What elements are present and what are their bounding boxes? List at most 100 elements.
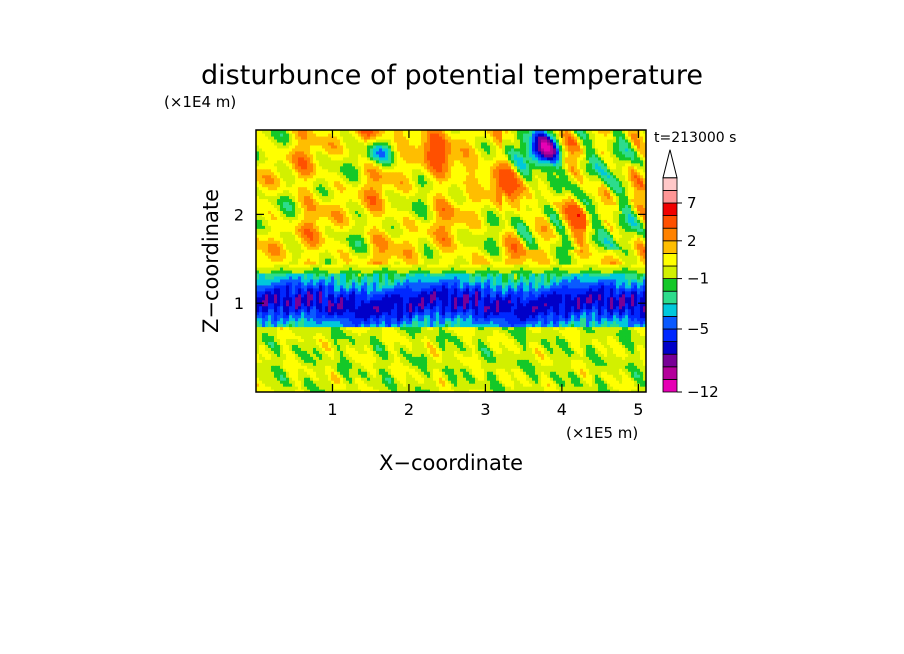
field-cell xyxy=(271,308,275,313)
field-cell xyxy=(598,341,602,345)
field-cell xyxy=(310,368,314,372)
field-cell xyxy=(529,299,533,304)
field-cell xyxy=(541,323,545,328)
field-cell xyxy=(535,362,539,366)
field-cell xyxy=(463,326,467,331)
field-cell xyxy=(619,308,623,313)
field-cell xyxy=(589,371,593,375)
field-cell xyxy=(289,329,293,334)
field-cell xyxy=(409,383,413,387)
field-cell xyxy=(349,350,353,354)
field-cell xyxy=(511,293,515,298)
field-cell xyxy=(409,275,413,280)
field-cell xyxy=(556,302,560,307)
field-cell xyxy=(436,281,440,286)
field-cell xyxy=(463,302,467,307)
field-cell xyxy=(592,341,596,345)
field-cell xyxy=(322,350,326,354)
field-cell xyxy=(601,374,605,378)
field-cell xyxy=(427,320,431,325)
field-cell xyxy=(556,371,560,375)
field-cell xyxy=(625,326,629,331)
field-cell xyxy=(469,380,473,384)
field-cell xyxy=(259,365,263,369)
field-cell xyxy=(547,317,551,322)
field-cell xyxy=(433,314,437,319)
field-cell xyxy=(265,299,269,304)
field-cell xyxy=(358,371,362,375)
field-cell xyxy=(370,389,374,392)
field-cell xyxy=(430,383,434,387)
field-cell xyxy=(391,362,395,366)
field-cell xyxy=(397,350,401,354)
field-cell xyxy=(628,296,632,301)
field-cell xyxy=(583,368,587,372)
field-cell xyxy=(307,320,311,325)
field-cell xyxy=(583,281,587,286)
field-cell xyxy=(355,284,359,289)
field-cell xyxy=(388,374,392,378)
field-cell xyxy=(538,332,542,337)
field-cell xyxy=(307,344,311,348)
field-cell xyxy=(604,377,608,381)
field-cell xyxy=(391,371,395,375)
field-cell xyxy=(556,386,560,390)
field-cell xyxy=(535,377,539,381)
field-cell xyxy=(427,380,431,384)
field-cell xyxy=(295,350,299,354)
field-cell xyxy=(619,386,623,390)
field-cell xyxy=(628,374,632,378)
field-cell xyxy=(310,323,314,328)
field-cell xyxy=(367,359,371,363)
field-cell xyxy=(274,296,278,301)
field-cell xyxy=(394,278,398,283)
field-cell xyxy=(271,386,275,390)
field-cell xyxy=(328,371,332,375)
field-cell xyxy=(274,353,278,357)
field-cell xyxy=(352,290,356,295)
field-cell xyxy=(442,347,446,351)
field-cell xyxy=(472,389,476,392)
field-cell xyxy=(307,383,311,387)
field-cell xyxy=(439,290,443,295)
field-cell xyxy=(256,389,260,392)
field-cell xyxy=(397,365,401,369)
field-cell xyxy=(412,314,416,319)
field-cell xyxy=(394,320,398,325)
field-cell xyxy=(346,311,350,316)
field-cell xyxy=(640,362,644,366)
field-cell xyxy=(442,338,446,342)
field-cell xyxy=(286,350,290,354)
field-cell xyxy=(604,332,608,337)
field-cell xyxy=(313,293,317,298)
field-cell xyxy=(367,362,371,366)
field-cell xyxy=(343,302,347,307)
field-cell xyxy=(313,362,317,366)
field-cell xyxy=(574,380,578,384)
field-cell xyxy=(577,359,581,363)
field-cell xyxy=(559,377,563,381)
field-cell xyxy=(409,290,413,295)
field-cell xyxy=(481,281,485,286)
field-cell xyxy=(394,368,398,372)
field-cell xyxy=(487,332,491,337)
field-cell xyxy=(283,386,287,390)
field-cell xyxy=(568,308,572,313)
field-cell xyxy=(622,317,626,322)
field-cell xyxy=(643,341,646,345)
field-cell xyxy=(325,374,329,378)
field-cell xyxy=(490,296,494,301)
field-cell xyxy=(514,368,518,372)
field-cell xyxy=(484,329,488,334)
field-cell xyxy=(445,281,449,286)
field-cell xyxy=(406,278,410,283)
field-cell xyxy=(406,299,410,304)
field-cell xyxy=(481,362,485,366)
field-cell xyxy=(565,341,569,345)
field-cell xyxy=(574,329,578,334)
field-cell xyxy=(322,374,326,378)
field-cell xyxy=(394,356,398,360)
field-cell xyxy=(475,386,479,390)
field-cell xyxy=(355,275,359,280)
field-cell xyxy=(283,341,287,345)
